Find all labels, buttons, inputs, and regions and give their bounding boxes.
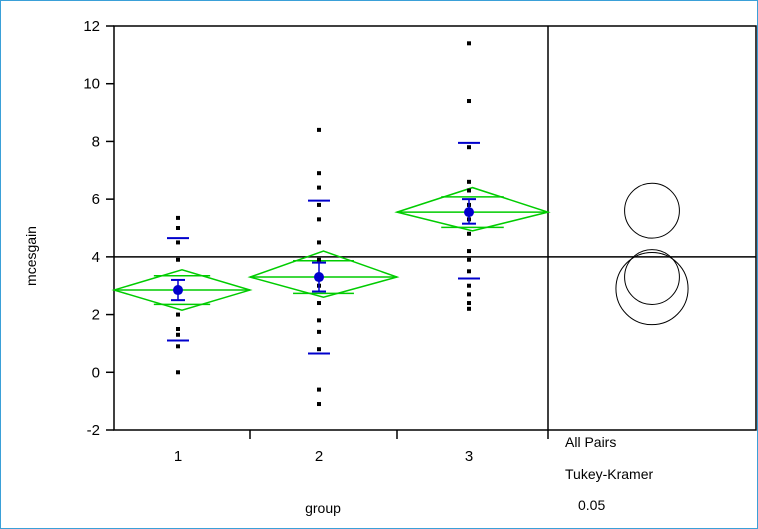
- data-point: [467, 257, 471, 262]
- y-tick-label: 6: [92, 191, 100, 208]
- comparison-circles: [615, 182, 689, 326]
- data-point: [467, 269, 471, 274]
- y-tick-label: 10: [83, 76, 100, 93]
- data-point: [317, 217, 321, 222]
- data-points: [176, 41, 471, 407]
- comparison-circle: [615, 252, 689, 326]
- data-point: [317, 301, 321, 306]
- comparison-circle: [624, 182, 680, 239]
- data-point: [467, 99, 471, 104]
- mean-marker: [173, 285, 183, 296]
- data-point: [176, 257, 180, 262]
- data-point: [317, 127, 321, 132]
- x-tick-label: 1: [174, 448, 182, 465]
- data-point: [317, 387, 321, 392]
- mean-marker: [464, 207, 474, 218]
- data-point: [467, 231, 471, 236]
- test-label-alpha: 0.05: [578, 497, 605, 513]
- data-point: [176, 327, 180, 331]
- data-point: [176, 226, 180, 230]
- data-point: [317, 185, 321, 190]
- x-tick-label: 3: [465, 448, 473, 465]
- y-tick-label: 2: [92, 307, 100, 324]
- data-point: [467, 179, 471, 184]
- plot-border: [113, 25, 757, 431]
- data-point: [467, 188, 471, 193]
- data-point: [317, 202, 321, 207]
- data-point: [317, 257, 321, 262]
- data-point: [467, 306, 471, 311]
- test-label-all-pairs: All Pairs: [565, 434, 616, 450]
- y-tick-label: 4: [92, 249, 100, 266]
- data-point: [176, 332, 180, 337]
- means-diamond: [247, 250, 400, 299]
- x-axis-title: group: [305, 500, 341, 516]
- comparison-circle: [624, 249, 680, 305]
- data-point: [317, 240, 321, 245]
- error-bars: [167, 141, 480, 355]
- plot-area: [113, 25, 757, 431]
- y-axis: -2 0 2 4 6 8 10 12: [83, 18, 114, 439]
- data-point: [176, 312, 180, 317]
- data-point: [317, 318, 321, 323]
- x-axis: 1 2 3: [174, 430, 549, 465]
- data-point: [317, 329, 321, 334]
- data-point: [467, 283, 471, 288]
- y-tick-label: 0: [92, 364, 100, 381]
- data-point: [317, 171, 321, 176]
- data-point: [467, 292, 471, 297]
- data-point: [317, 347, 321, 352]
- x-tick-label: 2: [315, 448, 323, 465]
- mean-marker: [314, 272, 324, 283]
- data-point: [467, 41, 471, 46]
- data-point: [176, 370, 180, 375]
- data-point: [467, 301, 471, 306]
- data-point: [176, 344, 180, 349]
- data-point: [317, 402, 321, 407]
- data-point: [176, 215, 180, 220]
- test-label-tukey: Tukey-Kramer: [565, 466, 654, 482]
- y-tick-label: 12: [83, 18, 100, 35]
- y-axis-title: mcesgain: [23, 226, 39, 286]
- data-point: [467, 145, 471, 150]
- y-tick-label: -2: [87, 422, 100, 439]
- data-point: [467, 249, 471, 254]
- data-point: [176, 240, 180, 245]
- y-tick-label: 8: [92, 133, 100, 150]
